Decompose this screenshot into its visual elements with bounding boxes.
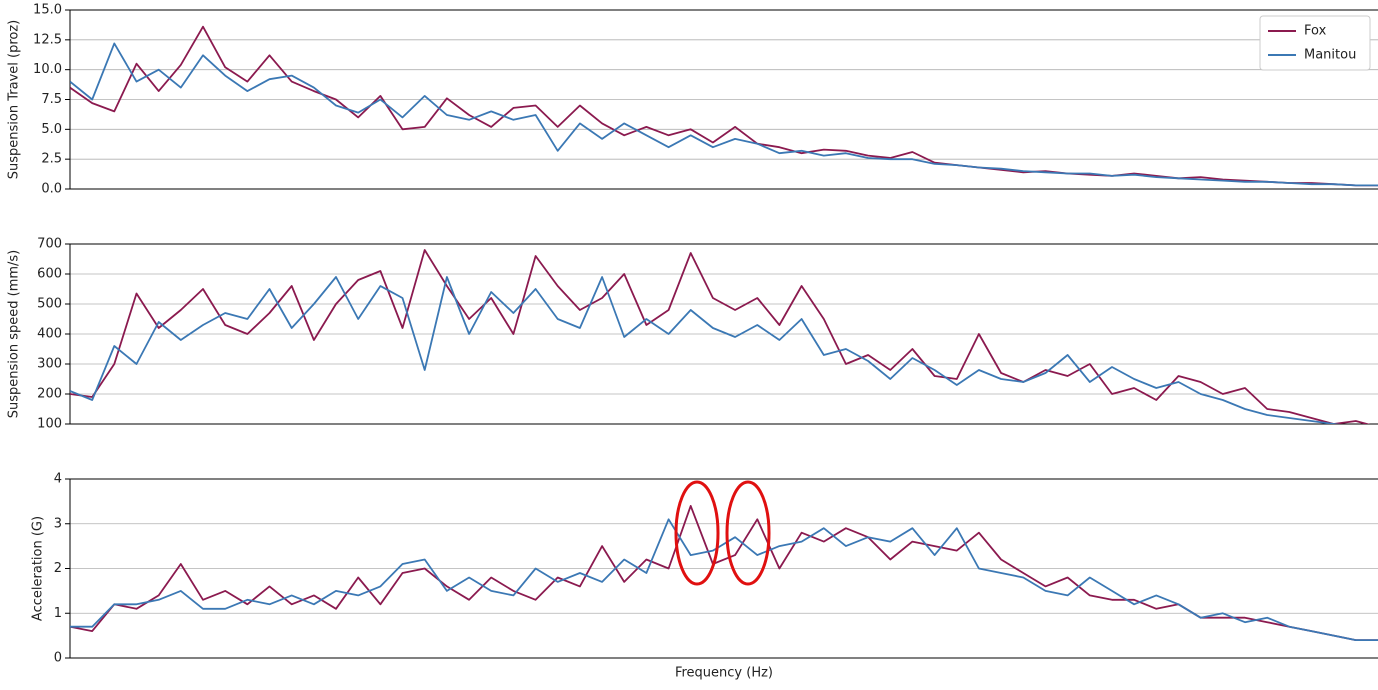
y-tick-label: 0.0 xyxy=(41,182,62,197)
series-line xyxy=(70,249,1371,424)
series-line xyxy=(70,42,1378,187)
series-line xyxy=(70,518,1378,641)
y-tick-label: 3 xyxy=(54,516,62,531)
y-tick-label: 400 xyxy=(37,327,62,342)
series-line xyxy=(70,276,1341,424)
y-tick-label: 5.0 xyxy=(41,122,62,137)
y-tick-label: 700 xyxy=(37,237,62,252)
y-tick-label: 300 xyxy=(37,357,62,372)
y-axis-label: Acceleration (G) xyxy=(31,516,46,621)
legend-label: Manitou xyxy=(1304,48,1356,63)
highlight-ellipse xyxy=(674,480,720,586)
legend-box xyxy=(1259,15,1371,71)
y-tick-label: 2.5 xyxy=(41,152,62,167)
y-tick-label: 500 xyxy=(37,297,62,312)
y-tick-label: 4 xyxy=(54,472,62,487)
series-line xyxy=(70,505,1378,641)
y-tick-label: 0 xyxy=(54,651,62,666)
y-tick-label: 600 xyxy=(37,267,62,282)
y-tick-label: 200 xyxy=(37,387,62,402)
legend-label: Fox xyxy=(1304,24,1327,39)
y-tick-label: 2 xyxy=(54,561,62,576)
y-tick-label: 100 xyxy=(37,417,62,432)
y-tick-label: 12.5 xyxy=(33,32,62,47)
y-tick-label: 7.5 xyxy=(41,92,62,107)
highlight-ellipse xyxy=(725,480,771,586)
x-axis-label: Frequency (Hz) xyxy=(675,666,773,681)
y-tick-label: 15.0 xyxy=(33,3,62,18)
y-axis-label: Suspension Travel (proz) xyxy=(7,20,22,179)
y-axis-label: Suspension speed (mm/s) xyxy=(7,250,22,419)
y-tick-label: 10.0 xyxy=(33,62,62,77)
series-line xyxy=(70,25,1378,187)
y-tick-label: 1 xyxy=(54,606,62,621)
